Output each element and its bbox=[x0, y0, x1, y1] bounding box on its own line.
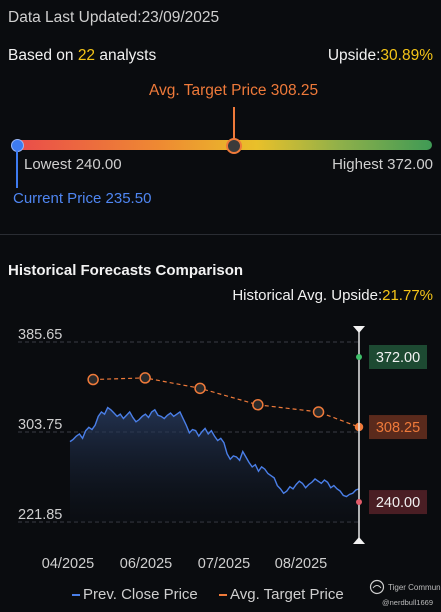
close-price-line bbox=[69, 406, 360, 498]
updated-label: Data Last Updated: bbox=[8, 9, 142, 26]
analysts-prefix: Based on bbox=[8, 47, 78, 64]
low-price-tag-bg bbox=[369, 490, 427, 515]
section-divider bbox=[0, 234, 441, 235]
x-tick-label: 07/2025 bbox=[198, 556, 250, 572]
analysts-suffix: analysts bbox=[95, 47, 157, 64]
target-price-point bbox=[87, 373, 99, 386]
low-target-point bbox=[356, 499, 362, 506]
analysts-count: 22 bbox=[77, 47, 96, 64]
historical-chart: 385.65 303.75 221.85 04/2025 06/2025 07/2025 0… bbox=[18, 326, 427, 572]
legend-close-label: Prev. Close Price bbox=[83, 586, 198, 603]
legend-target-price: Avg. Target Price bbox=[219, 586, 344, 603]
legend-close-price: Prev. Close Price bbox=[72, 586, 198, 603]
brand-handle: @nerdbull1669 bbox=[382, 598, 433, 607]
y-tick-label: 385.65 bbox=[18, 327, 62, 343]
high-price-tag-bg bbox=[369, 345, 427, 369]
highest-price-label: Highest 372.00 bbox=[332, 156, 433, 173]
low-price-tag: 240.00 bbox=[376, 495, 420, 511]
x-tick-label: 06/2025 bbox=[120, 556, 172, 572]
y-tick-label: 221.85 bbox=[18, 507, 62, 523]
y-tick-label: 303.75 bbox=[18, 417, 62, 433]
target-price-point bbox=[252, 399, 264, 411]
historical-upside-label: Historical Avg. Upside: bbox=[232, 287, 383, 304]
current-price-label: Current Price 235.50 bbox=[13, 190, 152, 207]
historical-upside-value: 21.77% bbox=[382, 287, 433, 304]
crosshair-bottom-handle[interactable] bbox=[353, 537, 365, 544]
updated-value: 23/09/2025 bbox=[141, 9, 220, 26]
high-target-point bbox=[356, 354, 362, 360]
tiger-logo-icon bbox=[369, 579, 385, 595]
upside-label: Upside: bbox=[327, 47, 381, 64]
target-price-line bbox=[93, 377, 360, 428]
data-updated-text: Data Last Updated:23/09/2025 bbox=[8, 9, 219, 27]
price-range-bar bbox=[14, 140, 432, 150]
historical-upside-text: Historical Avg. Upside:21.77% bbox=[232, 287, 433, 304]
avg-target-marker bbox=[226, 138, 242, 154]
x-tick-label: 04/2025 bbox=[42, 556, 94, 572]
avg-target-marker-line bbox=[233, 107, 235, 141]
historical-title: Historical Forecasts Comparison bbox=[8, 262, 244, 279]
upside-value: 30.89% bbox=[380, 47, 433, 64]
brand-name: Tiger Community bbox=[388, 583, 441, 592]
legend-target-label: Avg. Target Price bbox=[230, 586, 344, 603]
analysts-count-text: Based on 22 analysts bbox=[8, 47, 156, 65]
target-price-tag: 308.25 bbox=[376, 420, 420, 436]
legend-close-swatch bbox=[72, 594, 80, 597]
target-price-point bbox=[139, 372, 151, 384]
avg-target-price-label: Avg. Target Price 308.25 bbox=[149, 82, 319, 99]
current-price-marker-line bbox=[16, 150, 18, 188]
upside-text: Upside:30.89% bbox=[328, 47, 433, 65]
x-tick-label: 08/2025 bbox=[275, 556, 327, 572]
close-price-area bbox=[70, 407, 359, 522]
legend-target-swatch bbox=[219, 594, 227, 597]
high-price-tag: 372.00 bbox=[376, 350, 420, 366]
crosshair-top-handle[interactable] bbox=[353, 326, 365, 333]
target-price-tag-bg bbox=[369, 415, 427, 440]
lowest-price-label: Lowest 240.00 bbox=[24, 156, 122, 173]
target-price-point bbox=[194, 382, 206, 395]
target-price-point bbox=[312, 406, 325, 418]
